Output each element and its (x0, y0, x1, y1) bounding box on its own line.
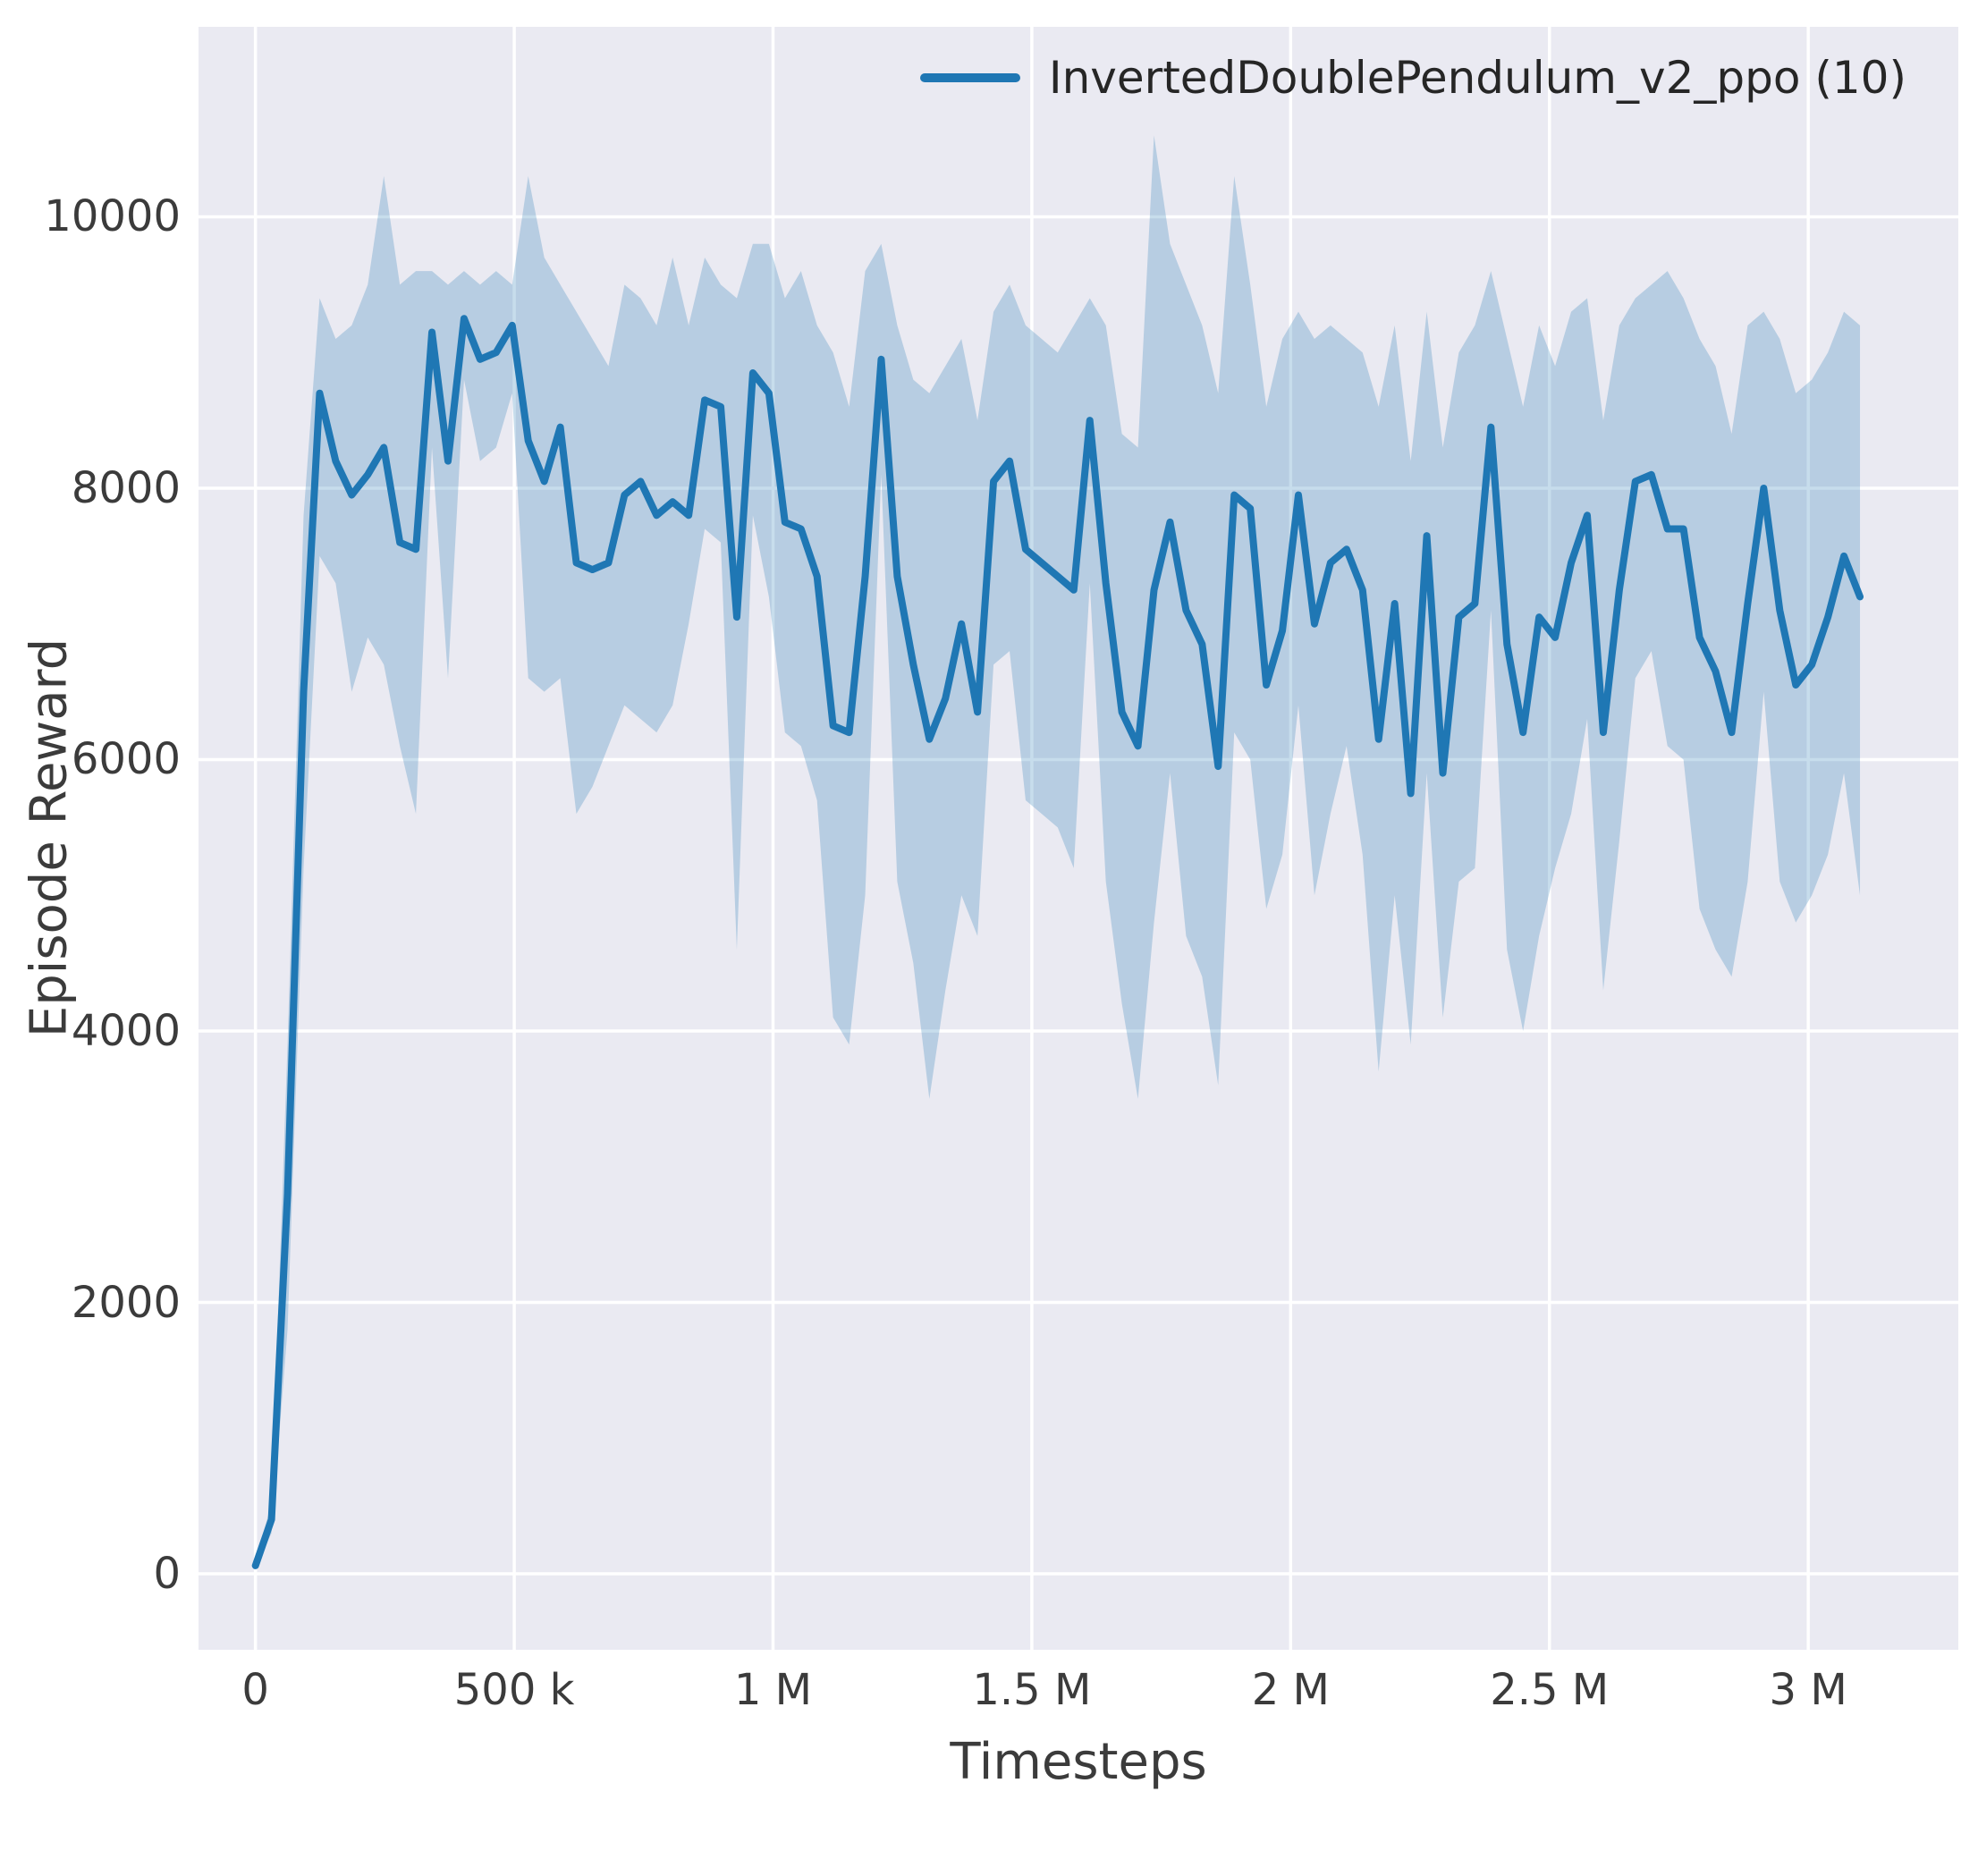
legend-line-swatch (919, 73, 1020, 82)
x-tick-label: 0 (241, 1665, 269, 1715)
x-tick-label: 2 M (1251, 1665, 1330, 1715)
y-tick-label: 2000 (71, 1277, 181, 1328)
x-tick-label: 1.5 M (972, 1665, 1092, 1715)
y-tick-label: 0 (153, 1549, 181, 1600)
y-tick-label: 6000 (71, 734, 181, 785)
y-tick-label: 4000 (71, 1005, 181, 1056)
y-tick-label: 10000 (44, 191, 181, 242)
plot-area (199, 27, 1958, 1650)
y-tick-label: 8000 (71, 462, 181, 513)
x-tick-label: 3 M (1769, 1665, 1847, 1715)
x-tick-label: 1 M (733, 1665, 813, 1715)
legend-label: InvertedDoublePendulum_v2_ppo (10) (1048, 52, 1906, 104)
x-tick-label: 2.5 M (1490, 1665, 1610, 1715)
legend: InvertedDoublePendulum_v2_ppo (10) (919, 52, 1906, 104)
x-axis-label: Timesteps (950, 1733, 1207, 1791)
confidence-band (255, 135, 1861, 1568)
x-tick-label: 500 k (453, 1665, 575, 1715)
mean-line (251, 315, 1864, 1569)
y-axis-label: Episode Reward (20, 638, 79, 1038)
